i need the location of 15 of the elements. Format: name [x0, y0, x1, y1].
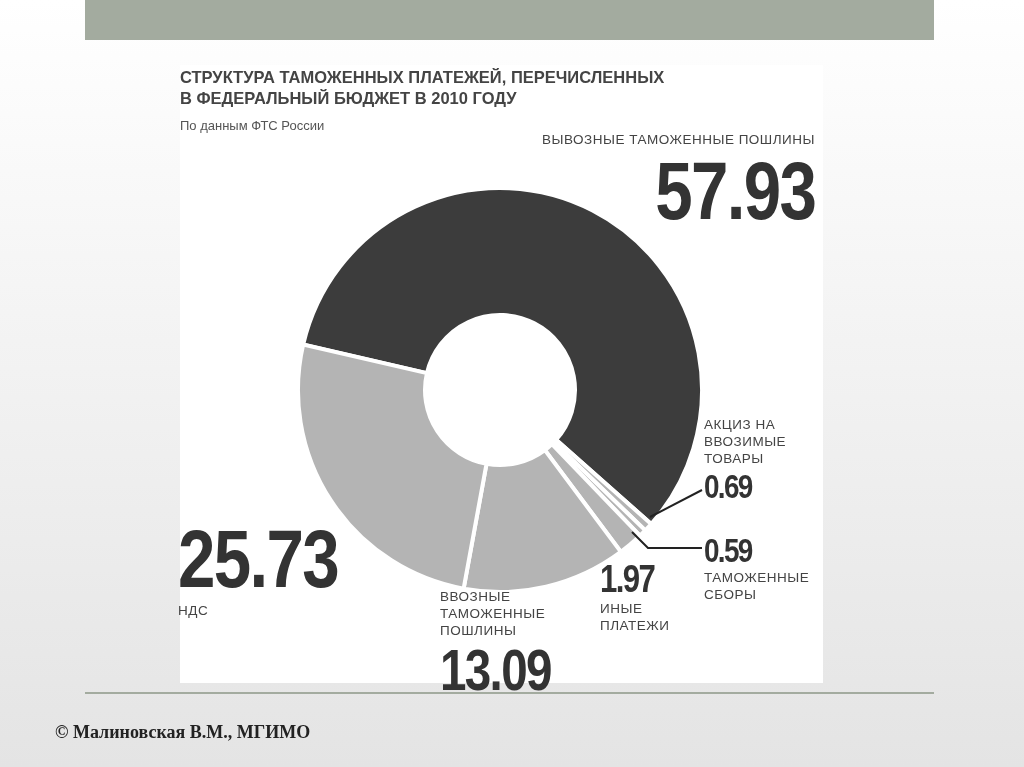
slice-label: ТАМОЖЕННЫЕ СБОРЫ [704, 569, 811, 603]
data-label: 57.93 [654, 145, 815, 236]
slice-label: ВВОЗНЫЕ ТАМОЖЕННЫЕ ПОШЛИНЫ [440, 589, 546, 638]
slice-label: НДС [178, 602, 209, 619]
slice-label: ВЫВОЗНЫЕ ТАМОЖЕННЫЕ ПОШЛИНЫ [542, 131, 815, 148]
chart-title: СТРУКТУРА ТАМОЖЕННЫХ ПЛАТЕЖЕЙ, ПЕРЕЧИСЛЕННЫХ В ФЕДЕРАЛЬНЫЙ БЮДЖЕТ В 2010 ГОДУ [180, 67, 666, 109]
data-label: 0.69 [704, 467, 752, 505]
text: © Малиновская В.М., МГИМО [55, 722, 311, 743]
data-label: 25.73 [178, 513, 339, 604]
slice-label: АКЦИЗ НА ВВОЗИМЫЕ ТОВАРЫ [704, 416, 788, 467]
chart-subtitle: По данным ФТС России [180, 118, 325, 133]
data-label: 0.59 [704, 531, 752, 569]
data-label: 1.97 [600, 558, 655, 600]
data-label: 13.09 [440, 637, 551, 702]
slice-label: ИНЫЕ ПЛАТЕЖИ [600, 600, 671, 634]
